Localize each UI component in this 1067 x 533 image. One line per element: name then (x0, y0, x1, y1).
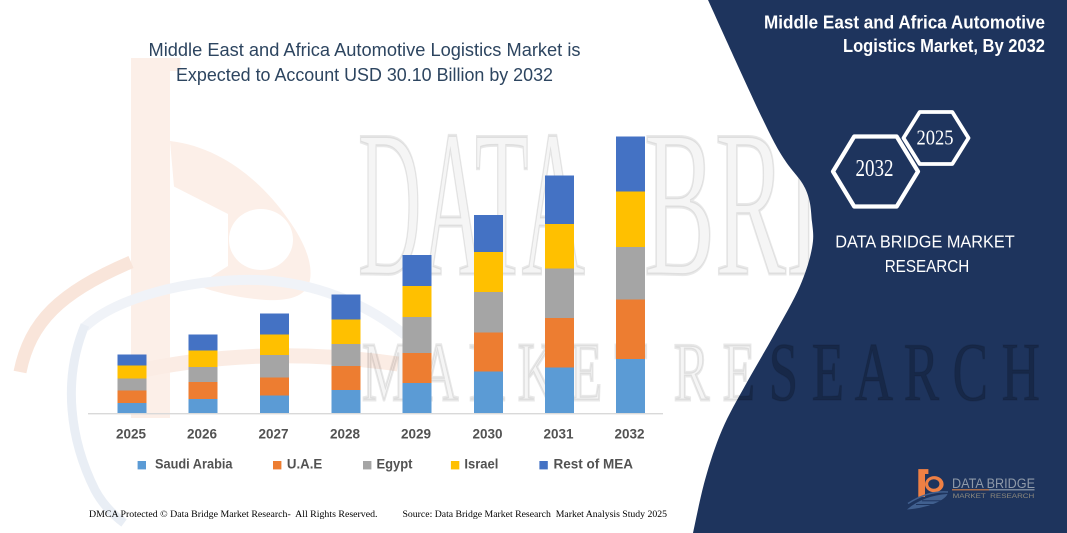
svg-text:MARKET RESEARCH: MARKET RESEARCH (953, 493, 1035, 500)
svg-text:2029: 2029 (401, 427, 431, 442)
svg-text:Expected to Account USD 30.10: Expected to Account USD 30.10 Billion by… (176, 64, 553, 85)
svg-text:2026: 2026 (187, 427, 218, 442)
svg-text:2028: 2028 (330, 427, 361, 442)
svg-text:2030: 2030 (472, 427, 502, 442)
svg-text:Middle East and Africa Automot: Middle East and Africa Automotive Logist… (149, 39, 581, 60)
svg-text:Logistics Market, By 2032: Logistics Market, By 2032 (843, 35, 1045, 56)
svg-text:Middle East and Africa Automot: Middle East and Africa Automotive (764, 12, 1045, 33)
svg-text:Israel: Israel (464, 457, 498, 472)
svg-text:2027: 2027 (258, 427, 288, 442)
svg-text:Source: Data Bridge Market Res: Source: Data Bridge Market Research Mark… (403, 509, 668, 520)
svg-text:DMCA Protected © Data Bridge M: DMCA Protected © Data Bridge Market Rese… (89, 509, 378, 520)
svg-text:2032: 2032 (856, 156, 894, 182)
svg-text:2031: 2031 (543, 427, 574, 442)
svg-text:2025: 2025 (917, 125, 954, 149)
svg-text:2025: 2025 (116, 427, 147, 442)
svg-text:DATA BRIDGE MARKET: DATA BRIDGE MARKET (835, 232, 1015, 252)
svg-text:RESEARCH: RESEARCH (885, 256, 970, 276)
svg-text:U.A.E: U.A.E (287, 457, 322, 472)
svg-text:2032: 2032 (614, 427, 644, 442)
svg-text:Rest of MEA: Rest of MEA (554, 457, 634, 472)
svg-text:DATA BRIDGE: DATA BRIDGE (952, 476, 1035, 491)
svg-text:Egypt: Egypt (377, 457, 413, 472)
svg-text:Saudi Arabia: Saudi Arabia (155, 457, 233, 472)
